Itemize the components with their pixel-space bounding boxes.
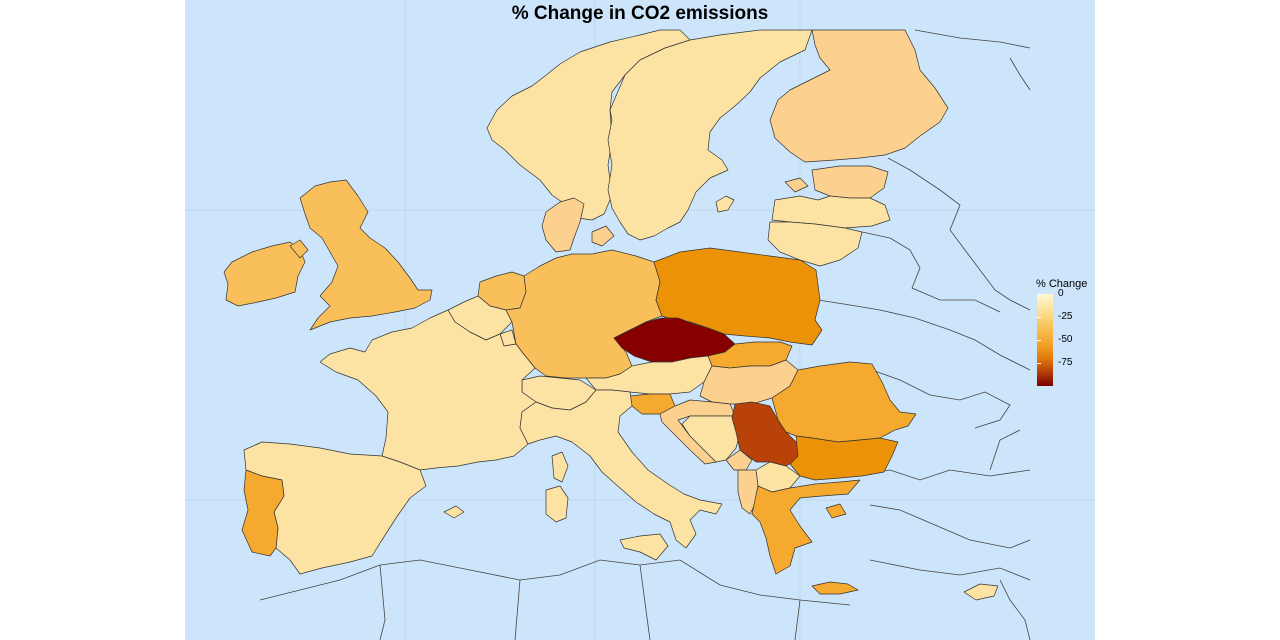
region-balearics[interactable] (443, 505, 465, 519)
region-italy[interactable] (519, 389, 723, 549)
region-sweden[interactable] (607, 29, 813, 241)
legend: % Change 0 -25 -50 -75 (1030, 278, 1100, 398)
legend-tick-label: -25 (1058, 311, 1073, 322)
region-corsica[interactable] (551, 451, 569, 483)
legend-tick-mark (1037, 363, 1041, 364)
countries-layer (223, 29, 999, 601)
region-ireland[interactable] (223, 241, 306, 307)
map-title: % Change in CO2 emissions (511, 3, 769, 24)
legend-colorbar (1037, 294, 1053, 386)
region-united-kingdom[interactable] (289, 179, 433, 331)
map-panel (185, 0, 1095, 640)
region-saaremaa[interactable] (784, 177, 809, 193)
region-cyprus[interactable] (963, 583, 999, 601)
region-portugal[interactable] (241, 469, 285, 557)
region-lithuania[interactable] (767, 221, 863, 267)
legend-tick-mark (1037, 317, 1041, 318)
region-gotland[interactable] (715, 195, 735, 213)
region-bulgaria[interactable] (789, 435, 899, 481)
region-sardinia[interactable] (545, 485, 569, 523)
legend-tick-mark (1037, 340, 1041, 341)
nodata-outlines (259, 29, 1031, 640)
region-denmark[interactable] (541, 197, 615, 253)
region-germany[interactable] (505, 249, 663, 379)
region-finland[interactable] (769, 29, 949, 163)
region-sicily[interactable] (619, 533, 669, 561)
legend-tick-mark (1037, 294, 1041, 295)
europe-map (185, 0, 1095, 640)
region-greece[interactable] (751, 479, 861, 575)
region-poland[interactable] (653, 247, 823, 346)
legend-tick-label: -50 (1058, 334, 1073, 345)
region-montenegro[interactable] (725, 449, 753, 471)
legend-tick-label: 0 (1058, 288, 1064, 299)
region-crete[interactable] (811, 581, 859, 595)
region-norway[interactable] (486, 29, 691, 221)
legend-title: % Change (1036, 278, 1088, 290)
region-estonia[interactable] (811, 165, 889, 199)
legend-tick-label: -75 (1058, 357, 1073, 368)
